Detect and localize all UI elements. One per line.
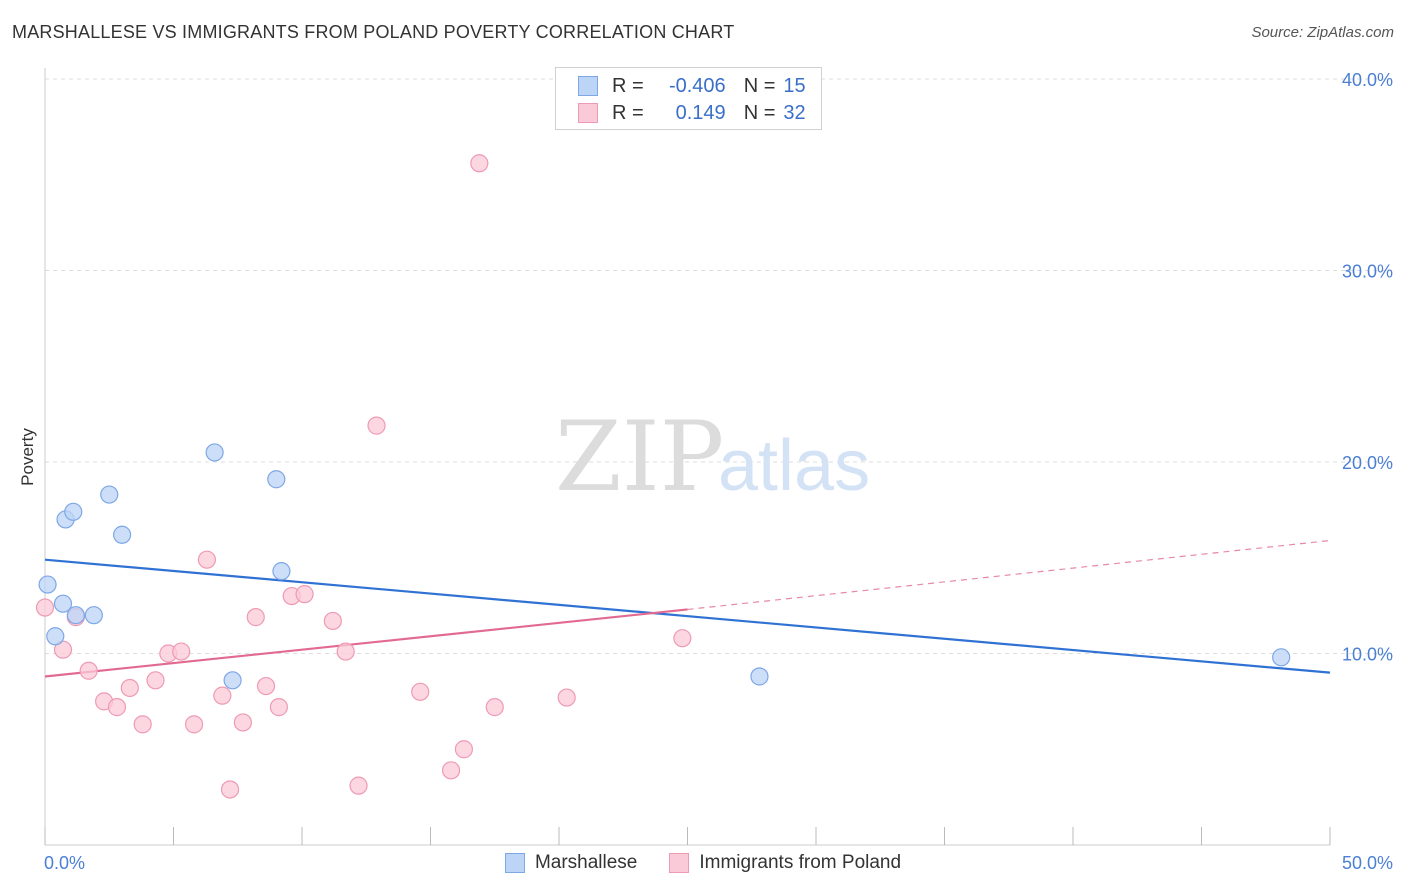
marshallese-point-2 (53, 594, 73, 613)
poland-point-13 (213, 686, 232, 705)
poland-point-7 (133, 715, 152, 734)
axes (44, 68, 1331, 846)
poland-point-10 (172, 642, 191, 661)
series-legend: Marshallese Immigrants from Poland (0, 852, 1406, 874)
x-tick-label-50: 50.0% (1342, 853, 1393, 873)
poland-point-5 (107, 698, 127, 717)
x-tick-label-0: 0.0% (44, 853, 85, 873)
legend-label-poland: Immigrants from Poland (699, 852, 902, 873)
chart-source: Source: ZipAtlas.com (1251, 24, 1394, 41)
r-label: R = (612, 74, 644, 97)
marshallese-point-7 (100, 485, 119, 504)
marshallese-point-0 (38, 575, 57, 594)
poland-point-27 (454, 740, 474, 759)
poland-point-22 (336, 642, 355, 661)
tick-labels: 10.0% 20.0% 30.0% 40.0% 0.0% 50.0% (44, 70, 1393, 873)
watermark-zip: ZIP (555, 401, 724, 513)
r-label: R = (612, 101, 644, 124)
poland-point-15 (233, 713, 252, 732)
y-tick-label-10: 10.0% (1342, 645, 1393, 665)
marshallese-point-14 (1272, 648, 1291, 667)
n-value: 15 (783, 74, 806, 97)
marshallese-swatch (578, 76, 598, 96)
poland-point-3 (79, 661, 98, 680)
poland-point-24 (367, 416, 386, 435)
poland-point-17 (256, 676, 276, 696)
marshallese-point-4 (64, 502, 83, 521)
marshallese-point-1 (46, 627, 65, 646)
marshallese-point-11 (267, 470, 286, 489)
legend-row-marshallese: R = -0.406 N = 15 (578, 74, 806, 98)
data-points (35, 154, 1291, 799)
poland-point-20 (295, 585, 314, 604)
y-tick-label-40: 40.0% (1342, 70, 1393, 90)
trend-line-poland-extension (687, 539, 1331, 611)
n-label: N = (743, 74, 776, 97)
marshallese-point-13 (750, 667, 769, 686)
poland-point-12 (197, 550, 217, 569)
poland-point-21 (323, 611, 342, 631)
r-value: -0.406 (668, 74, 726, 97)
legend-row-poland: R = 0.149 N = 32 (578, 101, 806, 125)
poland-point-16 (246, 608, 265, 627)
poland-point-23 (349, 776, 368, 795)
marshallese-point-8 (112, 525, 132, 544)
n-value: 32 (783, 101, 806, 124)
marshallese-point-6 (84, 606, 103, 625)
poland-point-30 (557, 688, 576, 707)
legend-item-poland: Immigrants from Poland (669, 852, 901, 874)
poland-point-31 (673, 629, 692, 648)
poland-point-28 (470, 154, 489, 173)
trend-line-marshallese (44, 558, 1331, 674)
poland-point-6 (120, 678, 139, 698)
legend-item-marshallese: Marshallese (504, 852, 638, 874)
marshallese-point-5 (66, 606, 85, 625)
poland-point-26 (441, 761, 461, 780)
poland-point-8 (146, 671, 165, 690)
y-tick-label-20: 20.0% (1342, 453, 1393, 473)
watermark-atlas: atlas (718, 426, 870, 506)
trend-lines (44, 539, 1331, 678)
watermark: ZIP atlas (555, 401, 870, 513)
poland-point-0 (35, 598, 55, 617)
marshallese-swatch (504, 853, 525, 873)
marshallese-point-9 (205, 443, 224, 462)
legend-label-marshallese: Marshallese (534, 852, 638, 873)
n-label: N = (743, 101, 776, 124)
poland-point-11 (184, 715, 204, 734)
poland-point-25 (411, 682, 430, 701)
r-value: 0.149 (675, 101, 726, 124)
poland-swatch (669, 853, 690, 873)
y-axis-title: Poverty (18, 428, 37, 486)
y-tick-label-30: 30.0% (1342, 262, 1393, 282)
grid-lines (45, 78, 1392, 654)
marshallese-point-12 (272, 562, 291, 581)
poland-point-29 (485, 698, 504, 717)
chart-title: MARSHALLESE VS IMMIGRANTS FROM POLAND PO… (12, 22, 735, 42)
poland-point-1 (53, 640, 73, 659)
poland-point-18 (269, 698, 288, 717)
marshallese-point-10 (223, 671, 242, 690)
correlation-legend: R = -0.406 N = 15 R = 0.149 N = 32 (555, 67, 822, 130)
poland-point-14 (220, 780, 240, 799)
poland-swatch (578, 103, 598, 123)
trend-line-poland (44, 608, 688, 678)
